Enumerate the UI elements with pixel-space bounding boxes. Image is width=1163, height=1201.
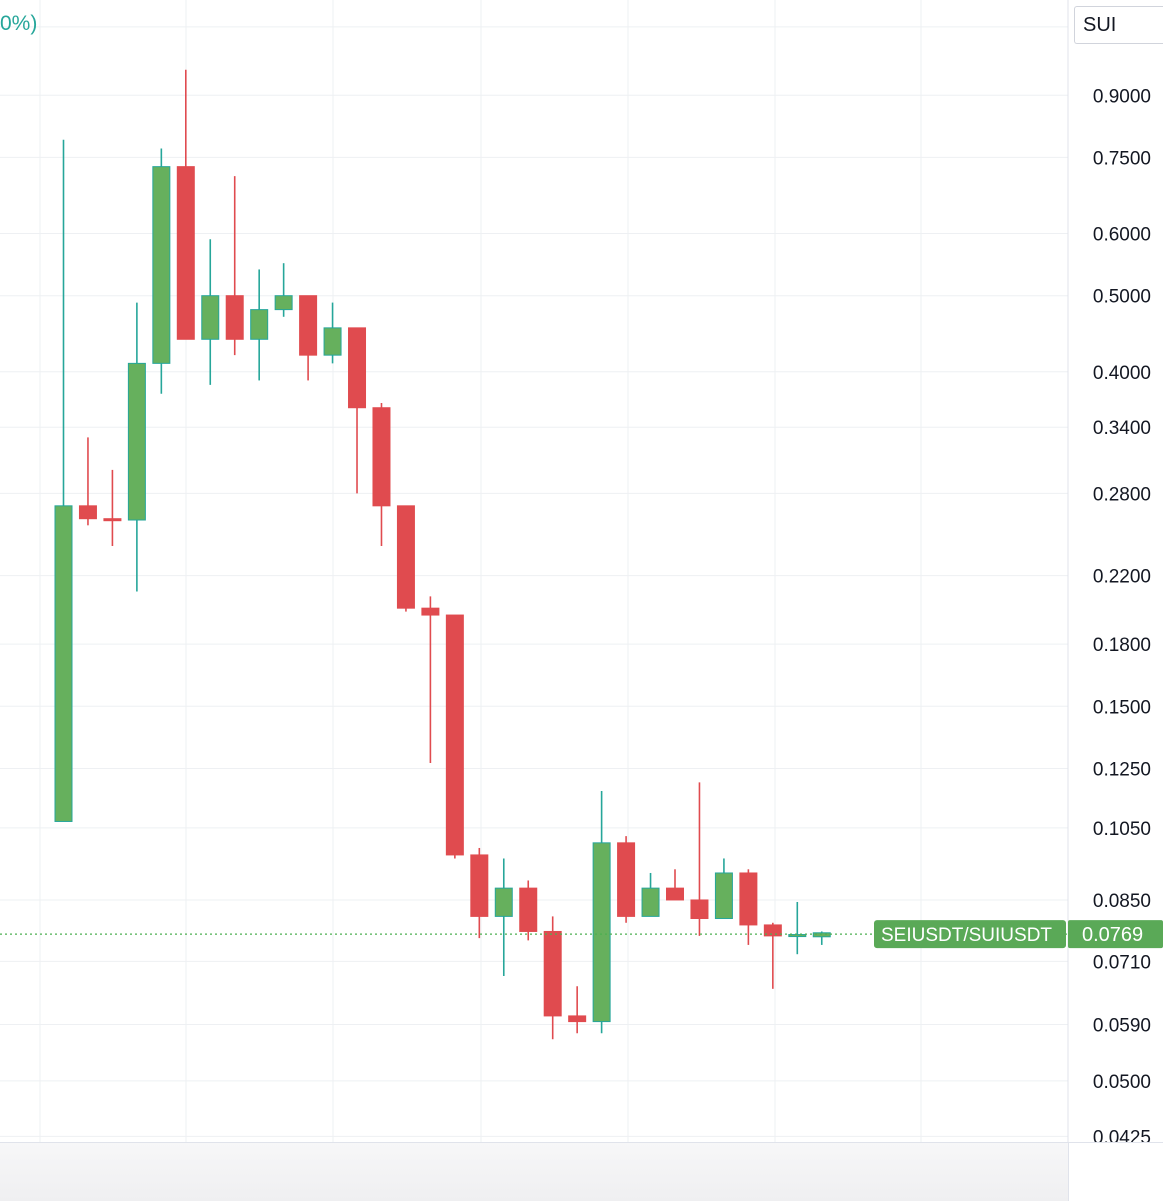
symbol-search-input[interactable]: SUI: [1074, 6, 1163, 44]
candle-body: [176, 166, 195, 340]
candle-layer: [54, 69, 831, 1040]
price-label-bg: [1068, 920, 1163, 949]
candle-body: [299, 295, 318, 356]
candle-body: [445, 614, 464, 856]
time-axis-bar[interactable]: [0, 1142, 1068, 1201]
candle[interactable]: [543, 916, 562, 1040]
candle[interactable]: [421, 596, 440, 764]
candle[interactable]: [812, 931, 831, 945]
candle-body: [519, 887, 538, 932]
candle-body: [739, 872, 758, 926]
price-axis[interactable]: 1.10000.90000.75000.60000.50000.40000.34…: [1067, 0, 1151, 1200]
candle[interactable]: [788, 901, 807, 955]
candle-body: [250, 309, 269, 340]
candle[interactable]: [641, 872, 660, 917]
candle-body: [54, 505, 73, 822]
candle-body: [152, 166, 171, 364]
y-tick-label: 0.6000: [1093, 225, 1151, 246]
candle[interactable]: [372, 403, 391, 546]
candle[interactable]: [763, 922, 782, 989]
candle-body: [763, 924, 782, 937]
candle-body: [78, 505, 97, 520]
candle[interactable]: [274, 263, 293, 317]
candle-body: [592, 842, 611, 1023]
candle[interactable]: [592, 790, 611, 1034]
y-tick-label: 0.1800: [1093, 635, 1151, 656]
candle[interactable]: [396, 505, 415, 612]
candle[interactable]: [78, 437, 97, 526]
axis-corner: [1068, 1142, 1163, 1201]
candle-body: [421, 607, 440, 616]
candle[interactable]: [494, 858, 513, 977]
candle-body: [372, 407, 391, 507]
candle[interactable]: [348, 327, 367, 494]
y-tick-label: 0.2200: [1093, 567, 1151, 588]
current-price-label: 0.0769: [1082, 924, 1143, 946]
price-change-text: 0%): [0, 12, 38, 35]
candle[interactable]: [519, 880, 538, 941]
y-tick-label: 0.7500: [1093, 148, 1151, 169]
candle-body: [103, 518, 122, 522]
candle-body: [617, 842, 636, 917]
candle-body: [666, 887, 684, 901]
candle[interactable]: [250, 269, 269, 381]
candle[interactable]: [666, 869, 684, 901]
candle-body: [201, 295, 220, 340]
last-price-layer: SEIUSDT/SUIUSDT 0.0769: [0, 920, 1163, 949]
candle-body: [494, 887, 513, 917]
candle-body: [788, 934, 807, 938]
candle[interactable]: [152, 148, 171, 394]
y-tick-label: 0.0590: [1093, 1015, 1151, 1036]
candle[interactable]: [617, 836, 636, 923]
candle-body: [470, 854, 489, 917]
symbol-label-bg: [874, 920, 1066, 949]
candle[interactable]: [103, 469, 122, 546]
y-tick-label: 0.9000: [1093, 86, 1151, 107]
candle[interactable]: [568, 986, 587, 1034]
candle-body: [396, 505, 415, 609]
y-tick-label: 0.0710: [1093, 952, 1151, 973]
candle-body: [274, 295, 293, 311]
candle-body: [690, 899, 709, 920]
candle[interactable]: [201, 239, 220, 385]
y-tick-label: 0.0500: [1093, 1072, 1151, 1093]
y-tick-label: 0.5000: [1093, 287, 1151, 308]
candle[interactable]: [299, 295, 318, 381]
candle[interactable]: [445, 614, 464, 859]
candle[interactable]: [176, 69, 195, 340]
candle[interactable]: [54, 139, 73, 822]
y-tick-label: 0.4000: [1093, 363, 1151, 384]
symbol-label: SEIUSDT/SUIUSDT: [881, 925, 1052, 946]
y-tick-label: 0.1050: [1093, 819, 1151, 840]
candle-body: [127, 362, 146, 521]
candle-body: [225, 295, 244, 340]
y-tick-label: 0.0850: [1093, 891, 1151, 912]
candle-body: [348, 327, 367, 409]
candle-body: [641, 887, 660, 917]
y-tick-label: 0.1250: [1093, 759, 1151, 780]
candle-body: [714, 872, 733, 920]
candle-body: [323, 327, 342, 356]
candle[interactable]: [714, 858, 733, 920]
candle[interactable]: [127, 302, 146, 592]
candle[interactable]: [323, 302, 342, 364]
y-tick-label: 0.3400: [1093, 418, 1151, 439]
candle-body: [568, 1015, 587, 1023]
candle[interactable]: [739, 869, 758, 945]
candle-body: [543, 930, 562, 1017]
candle[interactable]: [690, 782, 709, 936]
y-tick-label: 0.2800: [1093, 484, 1151, 505]
candle[interactable]: [470, 847, 489, 939]
y-tick-label: 0.1500: [1093, 697, 1151, 718]
candle[interactable]: [225, 176, 244, 356]
candle-body: [812, 932, 831, 938]
